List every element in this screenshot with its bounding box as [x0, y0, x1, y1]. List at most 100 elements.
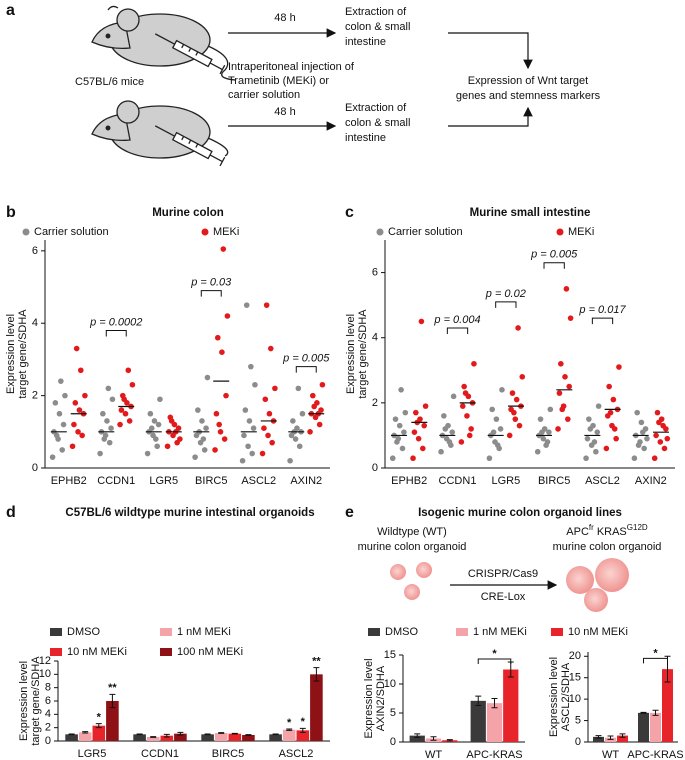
- p-value: p = 0.005: [282, 353, 330, 365]
- data-point: [249, 450, 256, 457]
- data-point: [595, 403, 602, 409]
- data-point: [494, 442, 501, 449]
- data-point: [446, 439, 453, 445]
- bar: [310, 674, 323, 741]
- bar: [486, 703, 503, 742]
- x-tick-label: CCDN1: [141, 748, 179, 760]
- error-bar: [430, 736, 437, 741]
- data-point: [562, 374, 568, 380]
- data-point: [241, 432, 247, 439]
- data-point: [458, 439, 465, 445]
- data-point: [155, 421, 162, 428]
- y-tick-label: 12: [39, 655, 51, 667]
- error-bar: [286, 728, 293, 731]
- data-point: [583, 455, 589, 462]
- data-point: [292, 436, 299, 442]
- significance-bracket: [643, 657, 668, 664]
- data-point: [466, 432, 473, 439]
- extraction-text: colon & small: [345, 117, 410, 129]
- legend-marker: [556, 228, 564, 236]
- error-bar: [595, 735, 602, 739]
- data-point: [203, 425, 209, 431]
- x-tick-label: APC-KRAS: [627, 749, 683, 760]
- legend-swatch: [456, 628, 468, 636]
- x-tick-label: ASCL2: [241, 475, 276, 487]
- panel-label: d: [6, 504, 16, 521]
- data-point: [216, 421, 222, 428]
- significance-star: *: [97, 712, 102, 724]
- error-bar: [299, 727, 306, 733]
- p-value: p = 0.03: [190, 277, 232, 289]
- label-part: KRAS: [597, 526, 627, 538]
- data-point: [631, 455, 638, 462]
- data-point: [97, 450, 103, 457]
- legend-label: 100 nM MEKi: [177, 646, 243, 658]
- data-point: [144, 450, 151, 457]
- x-tick-label: APC-KRAS: [466, 749, 522, 760]
- x-tick-label: AXIN2: [635, 475, 667, 487]
- bar: [409, 735, 425, 742]
- data-point: [534, 448, 541, 455]
- data-point: [296, 443, 303, 450]
- data-point: [613, 435, 619, 442]
- data-point: [101, 436, 108, 442]
- data-point: [461, 383, 467, 390]
- x-tick-label: BIRC5: [212, 748, 244, 760]
- data-point: [606, 383, 612, 390]
- extraction-text: intestine: [345, 36, 386, 48]
- data-point: [513, 396, 520, 403]
- data-point: [201, 447, 208, 453]
- bar: [160, 735, 174, 741]
- data-point: [295, 385, 302, 392]
- duration: 48 h: [274, 106, 295, 118]
- data-point: [489, 406, 495, 413]
- data-point: [252, 381, 258, 388]
- data-point: [546, 429, 552, 435]
- data-point: [59, 447, 66, 453]
- legend-label: DMSO: [385, 626, 418, 638]
- organoid-label: murine colon organoid: [553, 541, 662, 553]
- bar: [214, 733, 228, 741]
- error-bar: [475, 695, 482, 706]
- data-point: [610, 396, 617, 403]
- data-point: [212, 447, 218, 453]
- data-point: [587, 426, 594, 432]
- data-point: [49, 454, 56, 460]
- legend-marker: [22, 228, 30, 236]
- data-point: [442, 426, 449, 432]
- legend-label: 1 nM MEKi: [177, 626, 231, 638]
- data-point: [221, 436, 228, 442]
- data-point: [402, 409, 409, 416]
- bar: [503, 669, 519, 742]
- significance-star: **: [312, 656, 321, 668]
- y-axis-label: Expression level: [548, 657, 560, 737]
- x-tick-label: CCDN1: [439, 475, 477, 487]
- bar: [174, 733, 187, 741]
- data-point: [635, 442, 642, 449]
- significance-star: *: [492, 648, 497, 660]
- data-point: [450, 393, 457, 400]
- data-point: [664, 435, 671, 442]
- y-tick-label: 0: [372, 462, 378, 474]
- data-point: [413, 409, 419, 416]
- y-axis-label: target gene/SDHA: [357, 309, 369, 399]
- y-tick-label: 0: [390, 736, 396, 748]
- arrow: [448, 106, 533, 127]
- data-point: [82, 392, 88, 399]
- data-point: [213, 410, 220, 417]
- x-tick-label: LGR5: [149, 475, 178, 487]
- data-point: [398, 387, 404, 393]
- chart-title: Murine colon: [152, 207, 224, 219]
- data-point: [77, 367, 84, 374]
- data-point: [441, 413, 447, 419]
- chart-title: Murine small intestine: [470, 207, 591, 219]
- data-point: [512, 416, 519, 422]
- data-point: [468, 426, 474, 432]
- error-bar: [95, 723, 102, 729]
- data-point: [105, 385, 112, 392]
- data-point: [76, 407, 83, 413]
- x-tick-label: BIRC5: [195, 475, 227, 487]
- error-bar: [245, 734, 252, 736]
- error-bar: [204, 733, 211, 736]
- mouse: [91, 5, 236, 81]
